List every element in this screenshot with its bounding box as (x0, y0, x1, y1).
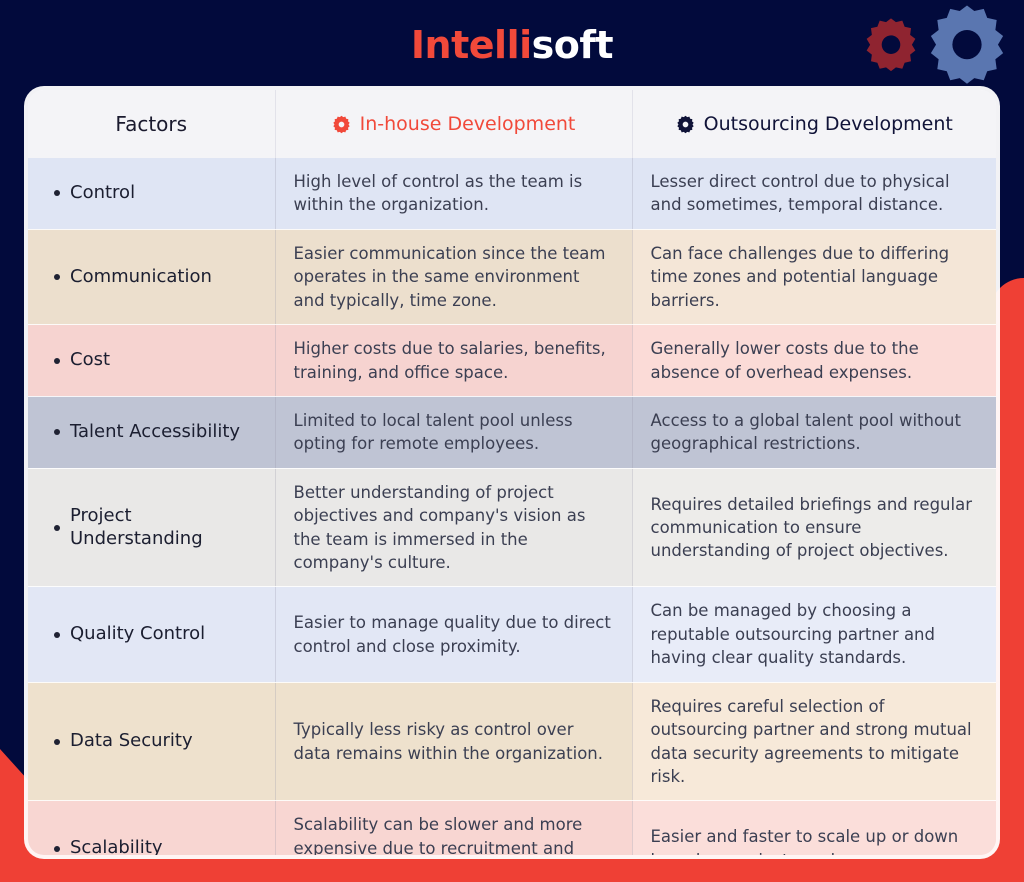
factor-cell: Cost (28, 324, 276, 397)
outsourcing-cell: Can face challenges due to differing tim… (632, 229, 996, 326)
factor-cell: Data Security (28, 682, 276, 802)
outsourcing-cell: Requires detailed briefings and regular … (632, 468, 996, 588)
outsourcing-text: Requires detailed briefings and regular … (650, 494, 972, 561)
factor-label: Scalability (70, 837, 163, 855)
gear-icon-large (930, 5, 1004, 84)
bullet-icon (54, 429, 60, 436)
table-header-row: Factors In-house Development (28, 90, 996, 158)
bullet-icon (54, 845, 60, 852)
inhouse-cell: Higher costs due to salaries, benefits, … (275, 324, 633, 397)
outsourcing-cell: Can be managed by choosing a reputable o… (632, 586, 996, 683)
bullet-icon (54, 273, 60, 280)
inhouse-text: Scalability can be slower and more expen… (293, 815, 583, 855)
inhouse-cell: Easier communication since the team oper… (275, 229, 633, 326)
inhouse-text: Higher costs due to salaries, benefits, … (293, 339, 606, 382)
outsourcing-cell: Requires careful selection of outsourcin… (632, 682, 996, 802)
comparison-table: Factors In-house Development (28, 90, 996, 855)
gear-icon-small (866, 18, 916, 72)
table-row: Cost Higher costs due to salaries, benef… (28, 324, 996, 397)
outsourcing-text: Requires careful selection of outsourcin… (650, 696, 972, 787)
bullet-icon (54, 738, 60, 745)
inhouse-cell: Better understanding of project objectiv… (275, 468, 633, 588)
factor-cell: Talent Accessibility (28, 396, 276, 469)
bullet-icon (54, 631, 60, 638)
outsourcing-cell: Easier and faster to scale up or down ba… (632, 800, 996, 855)
factor-cell: Scalability (28, 800, 276, 855)
table-header: Factors In-house Development (28, 90, 996, 158)
factor-cell: Control (28, 158, 276, 230)
outsourcing-text: Can be managed by choosing a reputable o… (650, 601, 935, 668)
outsourcing-cell: Lesser direct control due to physical an… (632, 158, 996, 230)
outsourcing-text: Easier and faster to scale up or down ba… (650, 827, 959, 855)
gear-icon-inhouse (332, 115, 350, 133)
factor-cell: Communication (28, 229, 276, 326)
table-row: Data Security Typically less risky as co… (28, 682, 996, 802)
outsourcing-text: Generally lower costs due to the absence… (650, 339, 919, 382)
gears-decoration (854, 2, 1014, 92)
factor-label: Control (70, 182, 136, 204)
factor-label: Communication (70, 265, 212, 287)
factor-cell: Quality Control (28, 586, 276, 683)
inhouse-text: High level of control as the team is wit… (293, 172, 583, 215)
comparison-table-card: Factors In-house Development (28, 90, 996, 855)
column-header-factors-label: Factors (115, 112, 188, 136)
inhouse-cell: Scalability can be slower and more expen… (275, 800, 633, 855)
inhouse-cell: Typically less risky as control over dat… (275, 682, 633, 802)
decorative-red-bar-bottom (0, 852, 1024, 882)
factor-label: Cost (70, 349, 111, 371)
outsourcing-text: Lesser direct control due to physical an… (650, 172, 950, 215)
inhouse-text: Easier communication since the team oper… (293, 243, 606, 310)
inhouse-text: Limited to local talent pool unless opti… (293, 410, 573, 454)
inhouse-cell: High level of control as the team is wit… (275, 158, 633, 230)
inhouse-text: Better understanding of project objectiv… (293, 482, 586, 573)
outsourcing-cell: Access to a global talent pool without g… (632, 396, 996, 469)
bullet-icon (54, 190, 60, 197)
factor-cell: Project Understanding (28, 468, 276, 588)
table-row: Talent Accessibility Limited to local ta… (28, 396, 996, 469)
inhouse-cell: Limited to local talent pool unless opti… (275, 396, 633, 469)
logo-text-secondary: soft (531, 23, 614, 67)
inhouse-cell: Easier to manage quality due to direct c… (275, 586, 633, 683)
column-header-inhouse: In-house Development (275, 90, 633, 158)
factor-label: Data Security (70, 730, 193, 752)
factor-label: Project Understanding (70, 505, 203, 549)
bullet-icon (54, 524, 60, 531)
outsourcing-text: Access to a global talent pool without g… (650, 410, 961, 454)
gear-icon-outsourcing (676, 115, 694, 133)
bullet-icon (54, 357, 60, 364)
table-row: Project Understanding Better understandi… (28, 468, 996, 588)
table-row: Control High level of control as the tea… (28, 158, 996, 230)
column-header-factors: Factors (28, 90, 276, 158)
factor-label: Talent Accessibility (70, 421, 241, 443)
intellisoft-logo: Intellisoft (410, 23, 614, 67)
column-header-outsourcing: Outsourcing Development (632, 90, 996, 158)
header-bar: Intellisoft (0, 0, 1024, 90)
inhouse-text: Typically less risky as control over dat… (293, 720, 604, 763)
logo-text-primary: Intelli (410, 23, 532, 67)
outsourcing-cell: Generally lower costs due to the absence… (632, 324, 996, 397)
table-row: Quality Control Easier to manage quality… (28, 586, 996, 683)
column-header-inhouse-label: In-house Development (359, 113, 576, 135)
table-row: Scalability Scalability can be slower an… (28, 800, 996, 855)
factor-label: Quality Control (70, 623, 206, 645)
outsourcing-text: Can face challenges due to differing tim… (650, 243, 950, 310)
column-header-outsourcing-label: Outsourcing Development (703, 113, 953, 135)
table-row: Communication Easier communication since… (28, 229, 996, 326)
inhouse-text: Easier to manage quality due to direct c… (293, 613, 611, 656)
table-body: Control High level of control as the tea… (28, 158, 996, 855)
